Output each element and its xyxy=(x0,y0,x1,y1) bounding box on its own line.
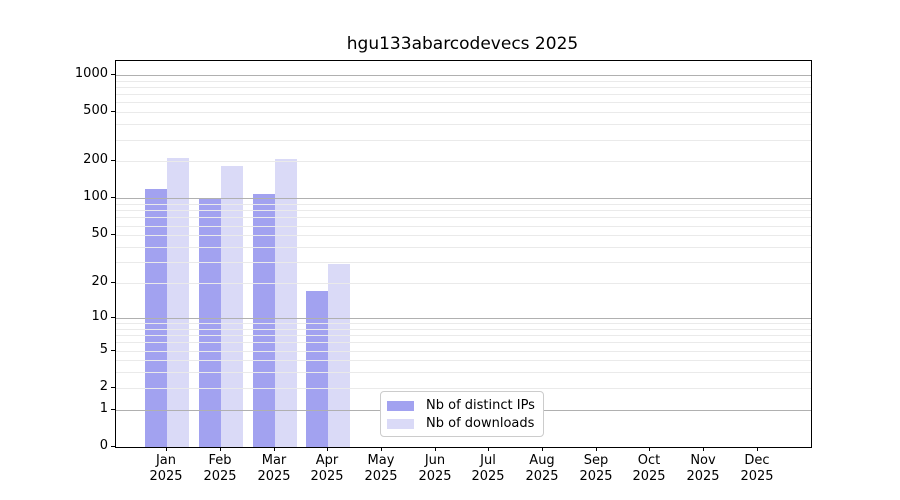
x-tick-jul xyxy=(488,447,489,451)
x-tick-label-nov: Nov 2025 xyxy=(686,453,720,484)
bar-mar-nb-of-downloads xyxy=(274,159,297,447)
gridline-600 xyxy=(116,102,811,103)
gridline-700 xyxy=(116,94,811,95)
x-tick-oct xyxy=(649,447,650,451)
y-tick-500 xyxy=(111,111,115,112)
bar-feb-nb-of-distinct-ips xyxy=(198,198,221,447)
y-tick-label-0: 0 xyxy=(99,438,108,453)
y-tick-5 xyxy=(111,350,115,351)
gridline-800 xyxy=(116,87,811,88)
x-tick-label-feb: Feb 2025 xyxy=(203,453,237,484)
gridline-900 xyxy=(116,81,811,82)
x-tick-label-oct: Oct 2025 xyxy=(632,453,666,484)
x-tick-nov xyxy=(703,447,704,451)
x-tick-aug xyxy=(542,447,543,451)
y-tick-20 xyxy=(111,282,115,283)
gridline-300 xyxy=(116,140,811,141)
distinct-ips-swatch xyxy=(387,401,414,411)
y-tick-label-500: 500 xyxy=(83,103,108,118)
y-tick-label-50: 50 xyxy=(91,226,108,241)
bar-apr-nb-of-distinct-ips xyxy=(306,291,329,447)
y-tick-50 xyxy=(111,234,115,235)
x-tick-label-jun: Jun 2025 xyxy=(418,453,452,484)
legend-label-downloads: Nb of downloads xyxy=(426,416,535,431)
x-tick-jun xyxy=(435,447,436,451)
y-tick-100 xyxy=(111,197,115,198)
legend-label-distinct-ips: Nb of distinct IPs xyxy=(426,398,535,413)
bar-jan-nb-of-distinct-ips xyxy=(145,188,168,447)
legend-item-distinct-ips: Nb of distinct IPs xyxy=(387,397,535,415)
y-tick-label-100: 100 xyxy=(83,189,108,204)
y-tick-label-200: 200 xyxy=(83,152,108,167)
y-tick-2 xyxy=(111,387,115,388)
y-tick-label-5: 5 xyxy=(99,342,108,357)
bar-jan-nb-of-downloads xyxy=(167,157,190,447)
bar-apr-nb-of-downloads xyxy=(328,263,351,447)
x-tick-label-mar: Mar 2025 xyxy=(257,453,291,484)
chart-title: hgu133abarcodevecs 2025 xyxy=(346,34,579,54)
legend: Nb of distinct IPs Nb of downloads xyxy=(380,391,544,437)
y-tick-1 xyxy=(111,409,115,410)
plot-area xyxy=(115,60,812,448)
x-tick-label-jul: Jul 2025 xyxy=(471,453,505,484)
gridline-400 xyxy=(116,124,811,125)
gridline-200 xyxy=(116,161,811,162)
x-tick-label-jan: Jan 2025 xyxy=(149,453,183,484)
x-tick-jan xyxy=(166,447,167,451)
y-tick-label-10: 10 xyxy=(91,309,108,324)
bar-feb-nb-of-downloads xyxy=(220,165,243,447)
x-tick-may xyxy=(381,447,382,451)
x-tick-apr xyxy=(327,447,328,451)
y-tick-label-1: 1 xyxy=(99,401,108,416)
x-tick-label-dec: Dec 2025 xyxy=(740,453,774,484)
x-tick-sep xyxy=(596,447,597,451)
y-tick-label-20: 20 xyxy=(91,274,108,289)
gridline-1000 xyxy=(116,75,811,76)
x-tick-label-aug: Aug 2025 xyxy=(525,453,559,484)
legend-item-downloads: Nb of downloads xyxy=(387,415,535,433)
x-tick-label-may: May 2025 xyxy=(364,453,398,484)
x-tick-label-sep: Sep 2025 xyxy=(579,453,613,484)
y-tick-200 xyxy=(111,160,115,161)
downloads-swatch xyxy=(387,419,414,429)
x-tick-dec xyxy=(757,447,758,451)
y-tick-label-2: 2 xyxy=(99,379,108,394)
x-tick-mar xyxy=(274,447,275,451)
y-tick-10 xyxy=(111,317,115,318)
x-tick-label-apr: Apr 2025 xyxy=(310,453,344,484)
y-tick-label-1000: 1000 xyxy=(74,66,108,81)
gridline-500 xyxy=(116,112,811,113)
y-tick-0 xyxy=(111,446,115,447)
bar-mar-nb-of-distinct-ips xyxy=(252,194,275,447)
x-tick-feb xyxy=(220,447,221,451)
y-tick-1000 xyxy=(111,74,115,75)
